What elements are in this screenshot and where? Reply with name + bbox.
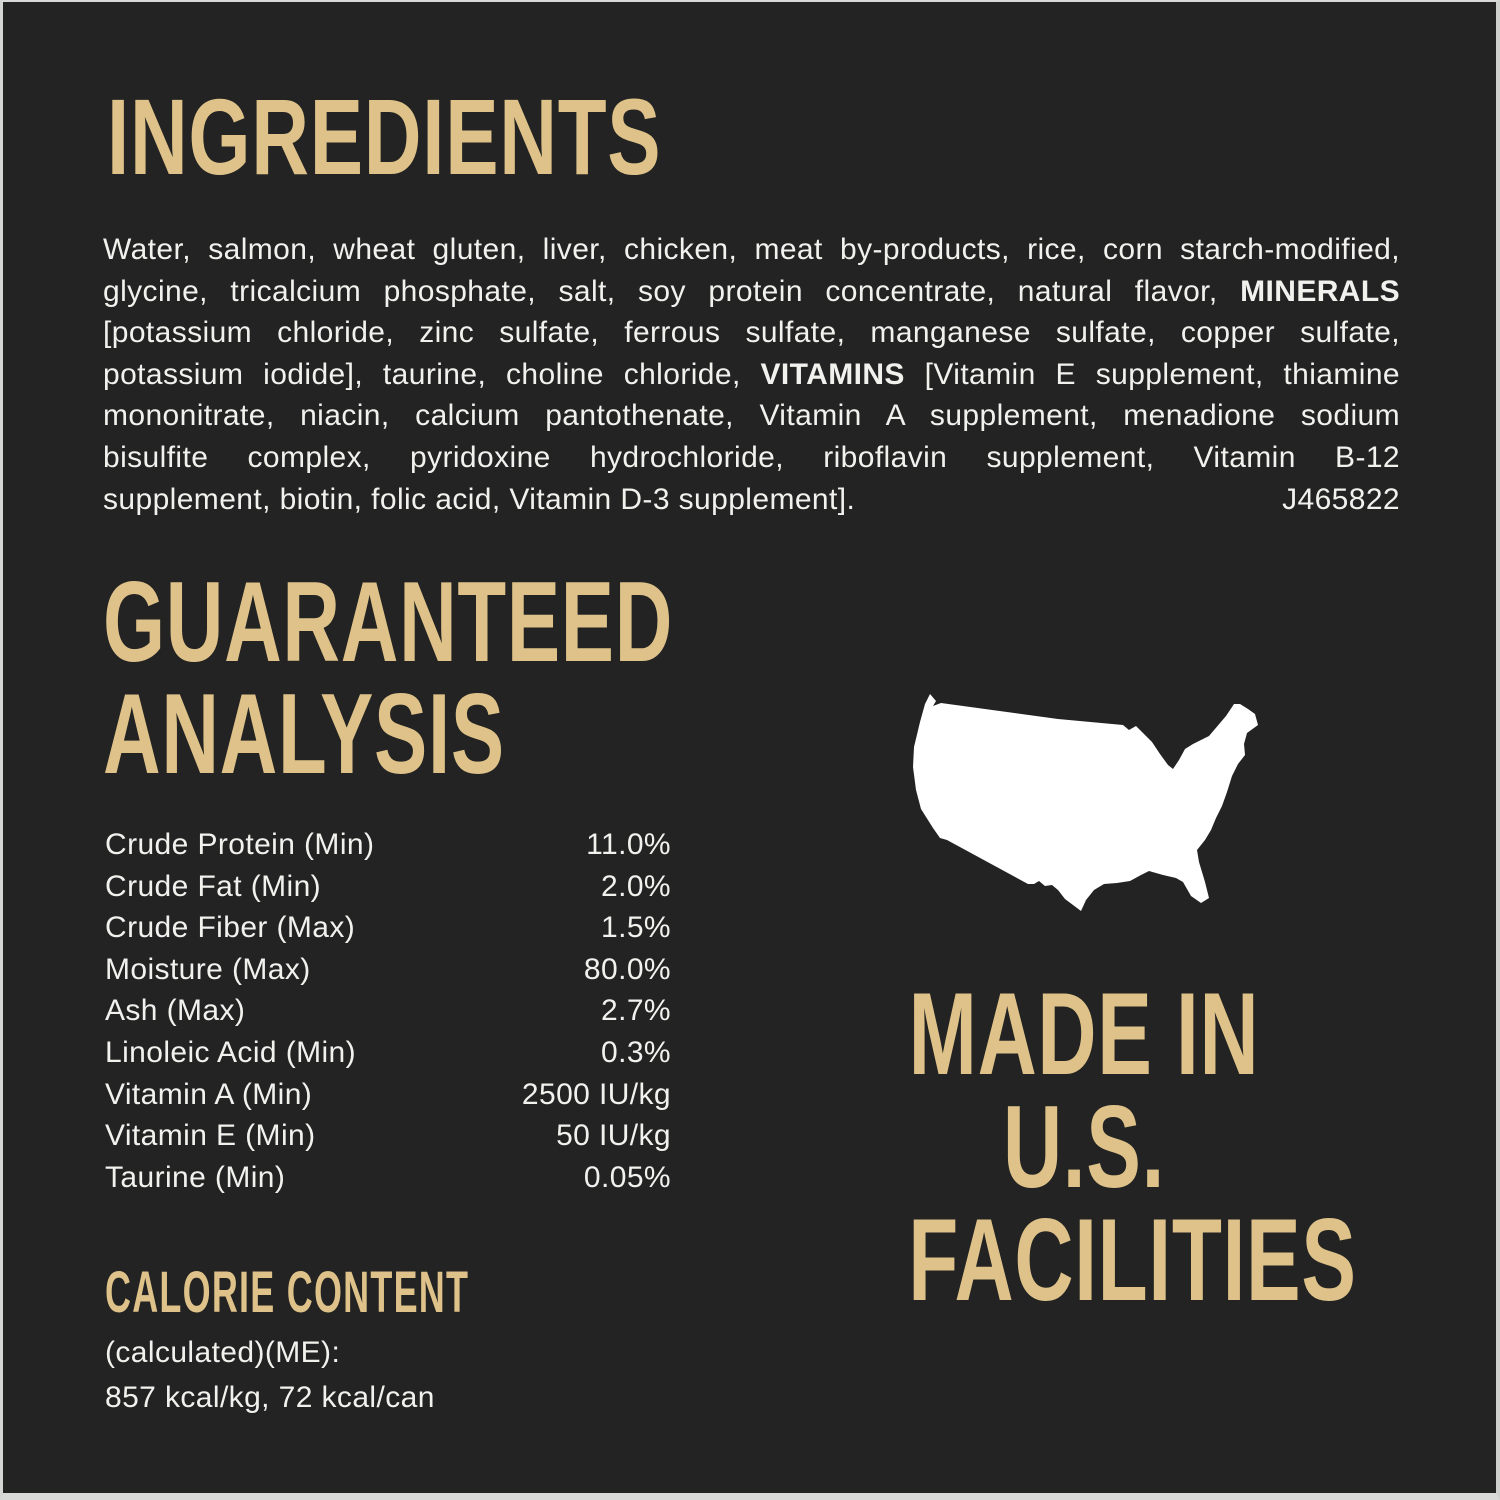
analysis-value: 11.0% — [586, 828, 671, 861]
analysis-row: Moisture (Max) 80.0% — [105, 949, 671, 991]
analysis-value: 0.3% — [601, 1035, 671, 1069]
analysis-row: Ash (Max) 2.7% — [105, 990, 671, 1032]
calorie-content-title: CALORIE CONTENT — [105, 1260, 470, 1325]
analysis-label: Crude Fat (Min) — [105, 869, 322, 903]
analysis-row: Vitamin E (Min) 50 IU/kg — [105, 1115, 671, 1157]
analysis-value: 2500 IU/kg — [521, 1077, 671, 1111]
ingredients-line: glycine, tricalcium phosphate, salt, soy… — [103, 274, 1400, 308]
analysis-label: Linoleic Acid (Min) — [105, 1035, 357, 1069]
analysis-label: Ash (Max) — [105, 994, 246, 1028]
analysis-label: Crude Fiber (Max) — [105, 911, 356, 945]
made-in-us-facilities-text: MADE IN U.S. FACILITIES — [908, 968, 1357, 1325]
made-in-line2: U.S. — [1002, 1081, 1166, 1212]
ingredients-last-line: supplement, biotin, folic acid, Vitamin … — [103, 479, 1400, 521]
made-in-line3: FACILITIES — [908, 1194, 1357, 1325]
analysis-row: Crude Protein (Min) 11.0% — [105, 824, 671, 866]
ingredients-title: INGREDIENTS — [107, 76, 662, 197]
calorie-calculated-line: (calculated)(ME): — [105, 1336, 341, 1369]
ingredients-paragraph: Water, salmon, wheat gluten, liver, chic… — [103, 229, 1400, 520]
analysis-row: Linoleic Acid (Min) 0.3% — [105, 1032, 671, 1074]
made-in-line1: MADE IN — [908, 968, 1260, 1099]
analysis-row: Crude Fiber (Max) 1.5% — [105, 907, 671, 949]
calorie-values-line: 857 kcal/kg, 72 kcal/can — [105, 1381, 435, 1414]
analysis-label: Vitamin E (Min) — [105, 1119, 316, 1153]
calorie-content-details: (calculated)(ME): 857 kcal/kg, 72 kcal/c… — [105, 1330, 435, 1420]
analysis-value: 1.5% — [601, 911, 671, 945]
guaranteed-analysis-title-line1: GUARANTEED — [103, 559, 674, 686]
guaranteed-analysis-table: Crude Protein (Min) 11.0% Crude Fat (Min… — [105, 824, 671, 1198]
batch-code: J465822 — [1282, 482, 1400, 516]
ingredients-line-text: supplement, biotin, folic acid, Vitamin … — [103, 482, 856, 516]
ingredients-line: mononitrate, niacin, calcium pantothenat… — [103, 399, 1400, 433]
guaranteed-analysis-title-line2: ANALYSIS — [103, 671, 505, 798]
analysis-label: Moisture (Max) — [105, 952, 311, 986]
ingredients-line: potassium iodide], taurine, choline chlo… — [103, 357, 1400, 391]
analysis-row: Vitamin A (Min) 2500 IU/kg — [105, 1074, 671, 1116]
analysis-value: 50 IU/kg — [556, 1119, 671, 1153]
analysis-value: 80.0% — [583, 952, 671, 986]
analysis-row: Taurine (Min) 0.05% — [105, 1157, 671, 1199]
analysis-row: Crude Fat (Min) 2.0% — [105, 866, 671, 908]
analysis-value: 2.7% — [601, 994, 671, 1028]
ingredients-line: bisulfite complex, pyridoxine hydrochlor… — [103, 440, 1400, 474]
guaranteed-analysis-title: GUARANTEED ANALYSIS — [103, 559, 674, 798]
analysis-value: 2.0% — [601, 869, 671, 903]
usa-map-icon — [908, 692, 1258, 942]
analysis-label: Taurine (Min) — [105, 1160, 286, 1194]
ingredients-line: Water, salmon, wheat gluten, liver, chic… — [103, 233, 1400, 266]
analysis-value: 0.05% — [583, 1160, 671, 1194]
ingredients-line: [potassium chloride, zinc sulfate, ferro… — [103, 316, 1400, 350]
analysis-label: Vitamin A (Min) — [105, 1077, 313, 1111]
analysis-label: Crude Protein (Min) — [105, 828, 375, 861]
